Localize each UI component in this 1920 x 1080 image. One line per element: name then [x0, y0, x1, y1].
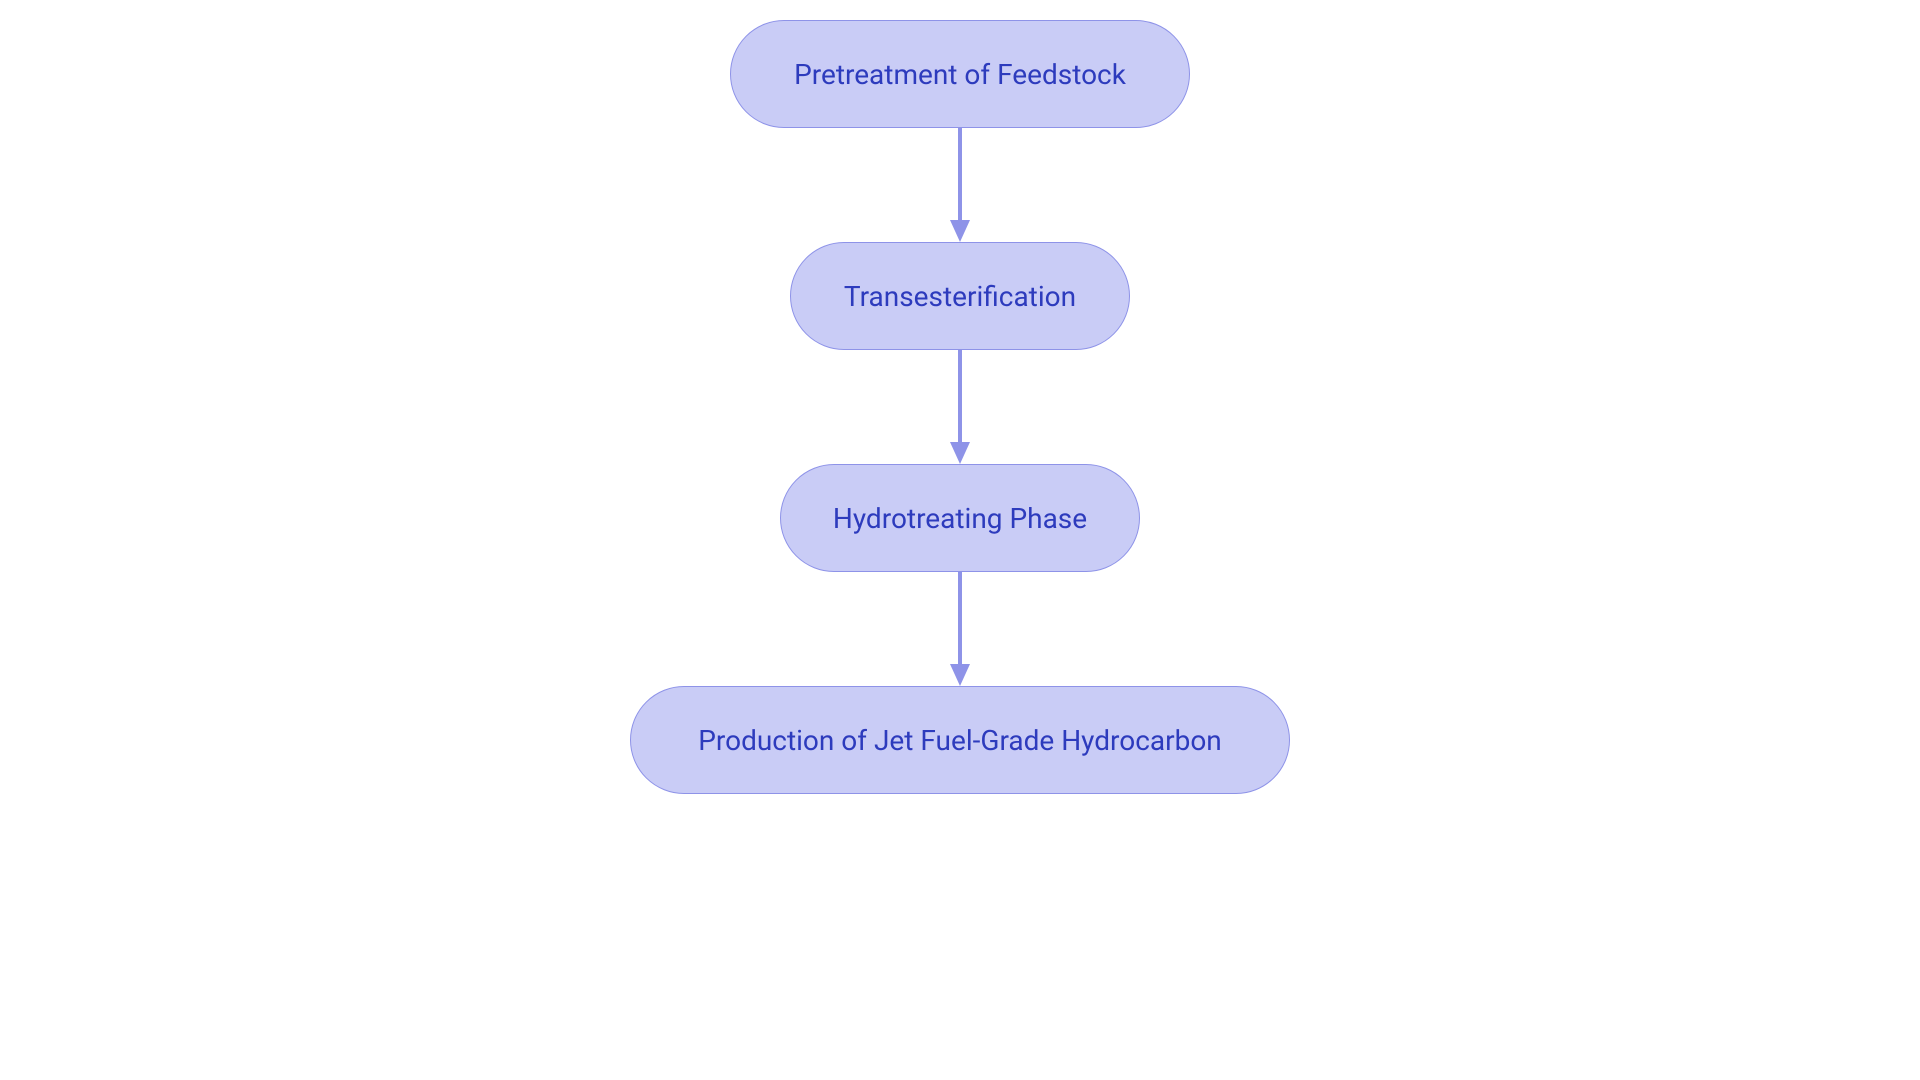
- flowchart-node-2: Transesterification: [790, 242, 1130, 350]
- node-1-label: Pretreatment of Feedstock: [794, 58, 1126, 91]
- flowchart-arrow-3-line: [958, 572, 962, 664]
- flowchart-arrow-1-line: [958, 128, 962, 220]
- flowchart-arrow-3-head: [950, 664, 970, 686]
- flowchart-node-1: Pretreatment of Feedstock: [730, 20, 1190, 128]
- flowchart-container: Pretreatment of Feedstock Transesterific…: [610, 20, 1310, 1060]
- node-2-label: Transesterification: [844, 280, 1076, 313]
- flowchart-node-3: Hydrotreating Phase: [780, 464, 1140, 572]
- flowchart-node-4: Production of Jet Fuel-Grade Hydrocarbon: [630, 686, 1290, 794]
- flowchart-arrow-2-head: [950, 442, 970, 464]
- node-4-label: Production of Jet Fuel-Grade Hydrocarbon: [698, 724, 1222, 757]
- flowchart-arrow-1-head: [950, 220, 970, 242]
- flowchart-arrow-2-line: [958, 350, 962, 442]
- node-3-label: Hydrotreating Phase: [833, 502, 1087, 535]
